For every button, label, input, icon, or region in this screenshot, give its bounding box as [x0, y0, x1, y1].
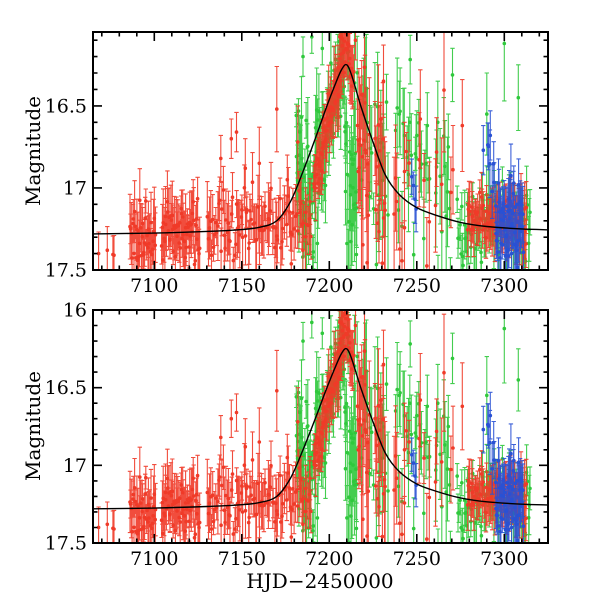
axis-frame — [92, 31, 549, 271]
y-tick-label: 17 — [63, 177, 87, 199]
x-tick-label: 7200 — [305, 275, 353, 297]
y-tick-label: 16.5 — [45, 377, 87, 399]
x-axis-title: HJD−2450000 — [246, 569, 393, 593]
y-tick-label: 16 — [63, 300, 87, 322]
axis-ticks — [93, 32, 548, 271]
y-tick-label: 16.5 — [45, 95, 87, 117]
x-tick-label: 7150 — [218, 548, 266, 570]
x-tick-label: 7300 — [480, 548, 528, 570]
x-tick-labels: 7100 7150 7200 7250 7300 — [130, 548, 528, 570]
data-points-blue-band — [410, 413, 526, 543]
panel-top: 7100 7150 7200 7250 7300 16.5 17 17.5 — [45, 31, 549, 297]
series-blue-band — [409, 391, 526, 543]
data-layer — [96, 310, 533, 543]
y-tick-label: 17.5 — [45, 260, 87, 282]
data-layer — [96, 32, 533, 270]
x-tick-label: 7200 — [305, 548, 353, 570]
y-axis-title-bottom: Magnitude — [21, 371, 45, 481]
x-tick-label: 7150 — [218, 275, 266, 297]
y-tick-label: 17.5 — [45, 533, 87, 555]
y-tick-label: 17 — [63, 455, 87, 477]
x-tick-label: 7250 — [393, 275, 441, 297]
x-tick-label: 7100 — [130, 275, 178, 297]
panel-bottom: 7100 7150 7200 7250 7300 16 16.5 17 17.5 — [45, 300, 549, 570]
x-tick-labels: 7100 7150 7200 7250 7300 — [130, 275, 528, 297]
series-blue-band — [409, 110, 526, 270]
model-curve — [93, 63, 548, 235]
panels-root: 7100 7150 7200 7250 7300 16.5 17 17.5 7100 7150 72… — [45, 31, 549, 570]
y-tick-labels: 16.5 17 17.5 — [45, 95, 87, 281]
model-curve — [93, 347, 548, 510]
x-tick-label: 7250 — [393, 548, 441, 570]
y-axis-title-top: Magnitude — [21, 96, 45, 206]
data-points-blue-band — [410, 133, 526, 270]
axis-frame — [92, 309, 549, 544]
x-tick-label: 7300 — [480, 275, 528, 297]
axis-ticks — [93, 309, 548, 544]
y-tick-labels: 16 16.5 17 17.5 — [45, 300, 87, 555]
x-tick-label: 7100 — [130, 548, 178, 570]
